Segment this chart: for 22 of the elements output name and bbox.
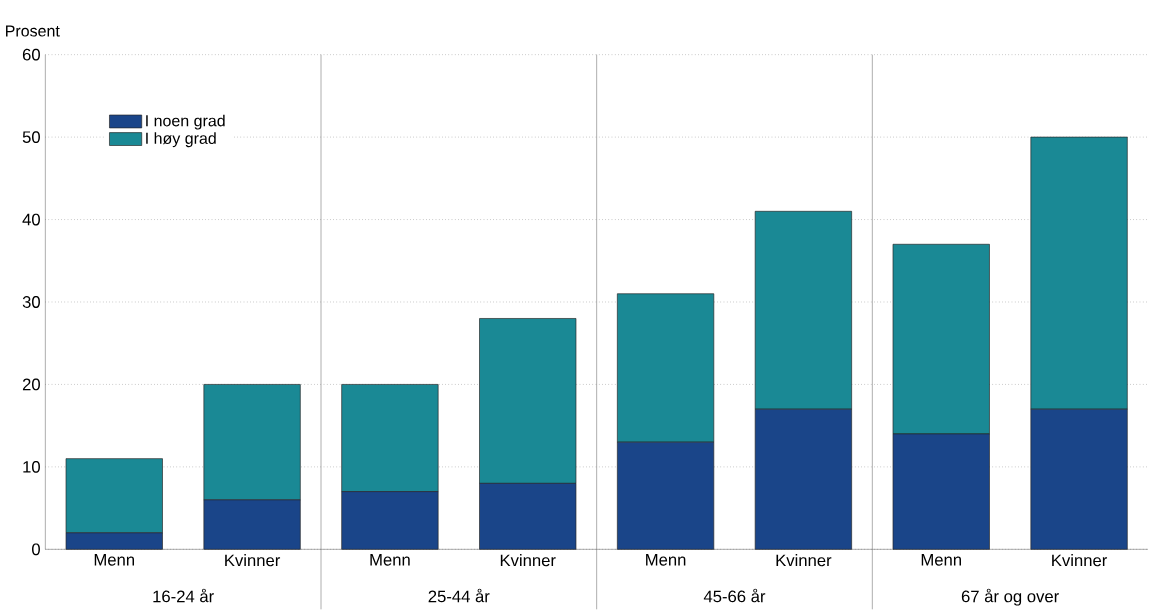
x-tick-label: Kvinner: [1052, 554, 1108, 567]
y-tick-label: 20: [22, 378, 40, 391]
y-tick-label: 10: [23, 460, 40, 473]
legend-label: I høy grad: [146, 132, 216, 148]
y-axis-title: Prosent: [6, 25, 60, 37]
x-tick-label: Menn: [94, 554, 134, 566]
y-tick-label: 30: [22, 296, 40, 308]
text: 16-24 år: [153, 588, 214, 603]
x-tick-label: Menn: [646, 554, 686, 566]
y-tick-label: 50: [22, 131, 40, 144]
x-tick-label: Kvinner: [500, 554, 556, 567]
x-tick-label: Menn: [921, 554, 961, 566]
x-tick-label: Kvinner: [225, 554, 281, 567]
x-tick-label: Kvinner: [776, 554, 832, 567]
y-tick-label: 60: [22, 48, 40, 61]
x-tick-label: Menn: [370, 554, 410, 566]
text: 67 år og over: [961, 588, 1059, 606]
y-tick-label: 40: [22, 213, 40, 226]
legend-label: I noen grad: [146, 114, 225, 130]
y-tick-label: 0: [32, 543, 40, 556]
text: 25-44 år: [428, 588, 490, 603]
text: 45-66 år: [703, 588, 766, 603]
